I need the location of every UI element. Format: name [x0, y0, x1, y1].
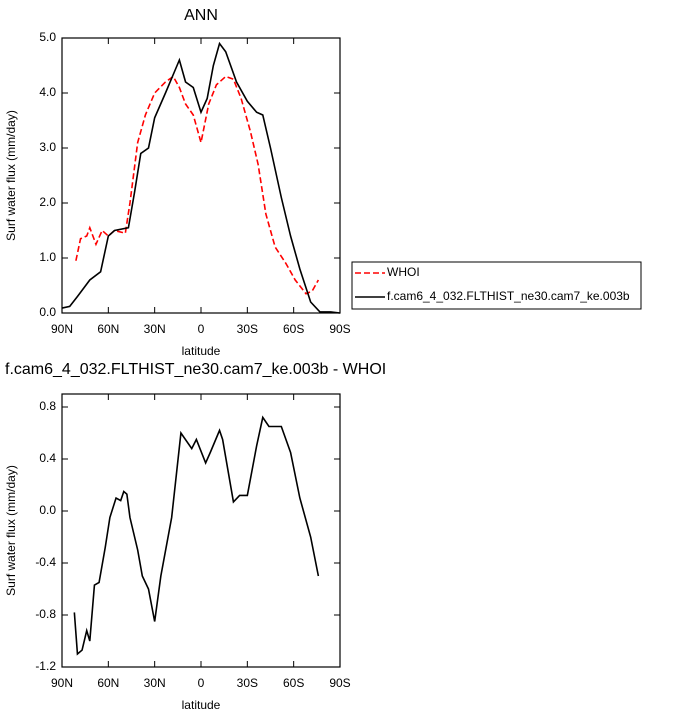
x-axis-label: latitude [182, 698, 221, 712]
y-tick-label: 3.0 [39, 140, 56, 154]
legend-label: WHOI [387, 265, 420, 279]
y-tick-label: 0.0 [39, 305, 56, 319]
x-tick-label: 60N [97, 322, 119, 336]
x-tick-label: 60S [283, 322, 304, 336]
x-tick-label: 60N [97, 676, 119, 690]
chart-title: f.cam6_4_032.FLTHIST_ne30.cam7_ke.003b -… [5, 361, 386, 378]
x-tick-label: 30N [144, 676, 166, 690]
x-tick-label: 30N [144, 322, 166, 336]
y-tick-label: 0.0 [39, 503, 56, 517]
data-line [75, 75, 320, 295]
y-tick-label: 0.4 [39, 451, 56, 465]
y-tick-label: -1.2 [35, 659, 56, 673]
y-tick-label: 1.0 [39, 250, 56, 264]
y-tick-label: 5.0 [39, 30, 56, 44]
x-tick-label: 90N [51, 676, 73, 690]
chart-title: ANN [184, 7, 218, 24]
plot-frame [61, 37, 341, 314]
y-tick-label: 4.0 [39, 85, 56, 99]
y-axis-label: Surf water flux (mm/day) [4, 465, 18, 596]
y-tick-label: -0.8 [35, 607, 56, 621]
x-tick-label: 60S [283, 676, 304, 690]
y-axis-label: Surf water flux (mm/day) [4, 110, 18, 241]
legend-box [351, 261, 642, 310]
x-tick-label: 90N [51, 322, 73, 336]
x-tick-label: 0 [198, 676, 205, 690]
x-tick-label: 30S [237, 322, 258, 336]
y-tick-label: -0.4 [35, 555, 56, 569]
x-tick-label: 0 [198, 322, 205, 336]
x-tick-label: 90S [329, 676, 350, 690]
plot-frame [61, 393, 341, 668]
data-line [61, 41, 341, 314]
x-axis-label: latitude [182, 344, 221, 358]
legend-label: f.cam6_4_032.FLTHIST_ne30.cam7_ke.003b [387, 289, 630, 303]
x-tick-label: 30S [237, 676, 258, 690]
y-tick-label: 0.8 [39, 399, 56, 413]
y-tick-label: 2.0 [39, 195, 56, 209]
x-tick-label: 90S [329, 322, 350, 336]
data-line [73, 415, 320, 656]
